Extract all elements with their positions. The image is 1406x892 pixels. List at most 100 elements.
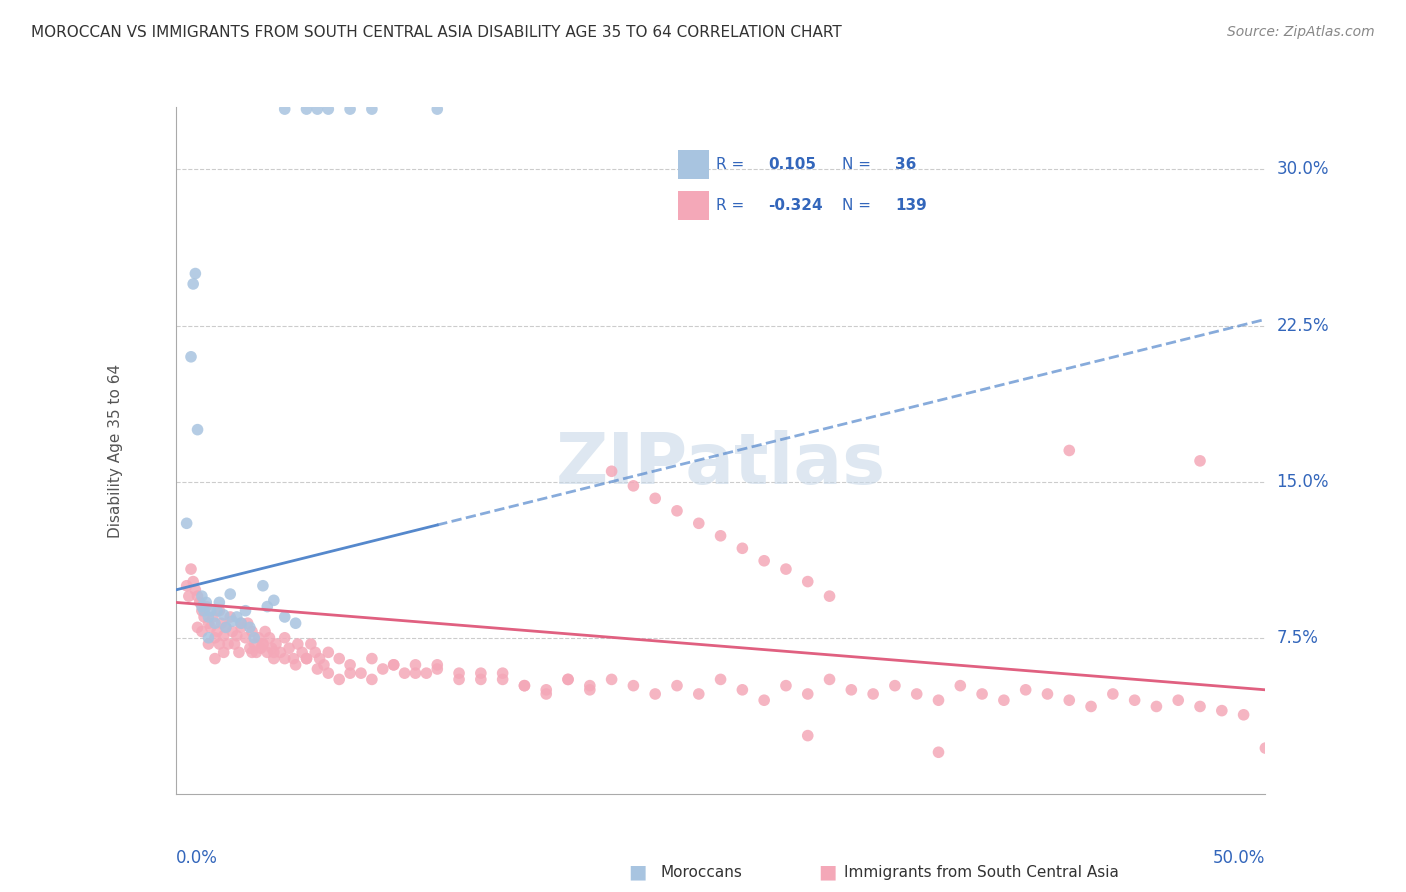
- Point: [1123, 693, 1146, 707]
- Point: [191, 604, 214, 618]
- Point: [243, 631, 266, 645]
- Point: [191, 599, 214, 614]
- Text: 0.105: 0.105: [768, 157, 815, 172]
- Point: [264, 637, 287, 651]
- Point: [644, 491, 666, 506]
- Point: [191, 589, 214, 603]
- Point: [513, 679, 536, 693]
- Point: [180, 562, 202, 576]
- Point: [197, 637, 219, 651]
- Text: 30.0%: 30.0%: [1277, 161, 1329, 178]
- Point: [177, 589, 200, 603]
- Point: [731, 541, 754, 556]
- Point: [862, 687, 884, 701]
- Point: [360, 102, 382, 116]
- Text: Moroccans: Moroccans: [661, 865, 742, 880]
- Point: [204, 616, 226, 631]
- Point: [328, 651, 350, 665]
- Point: [534, 687, 557, 701]
- Text: 50.0%: 50.0%: [1213, 849, 1265, 867]
- Point: [470, 666, 492, 681]
- Text: ■: ■: [818, 863, 837, 882]
- Point: [204, 631, 226, 645]
- Point: [208, 604, 231, 618]
- Point: [269, 645, 291, 659]
- Point: [318, 645, 340, 659]
- Point: [274, 610, 297, 624]
- Point: [221, 614, 243, 628]
- Point: [181, 277, 204, 291]
- Point: [195, 595, 218, 609]
- Point: [211, 616, 233, 631]
- Point: [775, 562, 797, 576]
- Point: [221, 624, 243, 639]
- Text: Source: ZipAtlas.com: Source: ZipAtlas.com: [1227, 25, 1375, 39]
- Point: [256, 645, 278, 659]
- Point: [180, 350, 202, 364]
- Point: [240, 624, 263, 639]
- Text: N =: N =: [842, 157, 872, 172]
- Point: [339, 102, 361, 116]
- Point: [201, 610, 224, 624]
- Point: [274, 631, 297, 645]
- Point: [513, 679, 536, 693]
- Point: [600, 673, 623, 687]
- Point: [371, 662, 394, 676]
- Point: [231, 620, 253, 634]
- Text: 7.5%: 7.5%: [1277, 629, 1319, 647]
- Point: [197, 631, 219, 645]
- Point: [191, 624, 214, 639]
- Point: [291, 645, 314, 659]
- Point: [231, 616, 253, 631]
- Point: [181, 574, 204, 589]
- Point: [308, 651, 330, 665]
- Point: [928, 693, 950, 707]
- Point: [1167, 693, 1189, 707]
- Point: [283, 651, 305, 665]
- Point: [274, 651, 297, 665]
- Point: [263, 651, 285, 665]
- Point: [993, 693, 1015, 707]
- Point: [1189, 454, 1212, 468]
- Text: 22.5%: 22.5%: [1277, 317, 1329, 334]
- Point: [212, 629, 235, 643]
- Point: [426, 662, 449, 676]
- Point: [818, 589, 841, 603]
- Point: [307, 662, 329, 676]
- Point: [360, 673, 382, 687]
- Text: 139: 139: [896, 198, 927, 213]
- Point: [200, 604, 222, 618]
- Point: [928, 745, 950, 759]
- Text: 0.0%: 0.0%: [176, 849, 218, 867]
- Bar: [679, 192, 710, 220]
- Point: [492, 673, 515, 687]
- Point: [247, 631, 270, 645]
- Text: 36: 36: [896, 157, 917, 172]
- Point: [193, 604, 215, 618]
- Point: [754, 693, 776, 707]
- Point: [339, 657, 361, 672]
- Point: [195, 599, 218, 614]
- Text: Disability Age 35 to 64: Disability Age 35 to 64: [108, 363, 124, 538]
- Point: [204, 651, 226, 665]
- Point: [263, 645, 285, 659]
- Point: [304, 645, 326, 659]
- Point: [224, 637, 246, 651]
- Point: [405, 657, 427, 672]
- Point: [754, 554, 776, 568]
- Point: [278, 641, 301, 656]
- Point: [212, 607, 235, 622]
- Point: [208, 595, 231, 609]
- Point: [949, 679, 972, 693]
- Point: [274, 102, 297, 116]
- Point: [205, 624, 228, 639]
- Point: [197, 616, 219, 631]
- Point: [240, 645, 263, 659]
- Point: [295, 102, 318, 116]
- Bar: [679, 151, 710, 179]
- Point: [600, 464, 623, 478]
- Point: [256, 599, 278, 614]
- Point: [1036, 687, 1059, 701]
- Point: [287, 637, 309, 651]
- Point: [215, 620, 238, 634]
